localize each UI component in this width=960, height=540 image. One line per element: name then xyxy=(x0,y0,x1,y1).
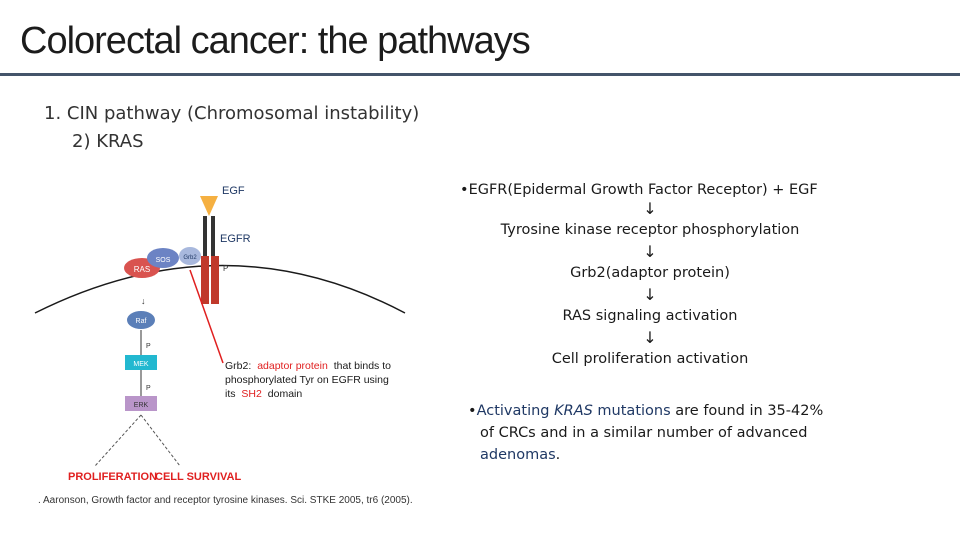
note-activating: Activating xyxy=(476,403,555,419)
note-mutations: mutations xyxy=(592,403,671,419)
flow-bullet: • xyxy=(460,182,469,198)
mek-node xyxy=(125,355,157,370)
egfr-stalk-right xyxy=(211,216,215,281)
outline-list: 1. CIN pathway (Chromosomal instability)… xyxy=(44,100,419,156)
note-end-3: domain xyxy=(268,388,303,400)
cascade-arrow-1: ↓ xyxy=(141,296,146,306)
note-rest-1: that binds to xyxy=(334,360,391,372)
phospho-label-mek: P xyxy=(146,343,151,350)
output-line-survival xyxy=(140,414,181,467)
note-start-3: its xyxy=(225,388,236,400)
flow-arrow-3: ↓ xyxy=(643,285,657,304)
signaling-figure: EGF EGFR RAS SOS Grb2 P ↓ Raf P MEK P ER… xyxy=(30,178,420,513)
flow-step-1-text: EGFR(Epidermal Growth Factor Receptor) +… xyxy=(468,182,818,198)
survival-label: CELL SURVIVAL xyxy=(155,471,241,483)
note-line-3: adenomas. xyxy=(468,444,848,466)
note-line-2: of CRCs and in a similar number of advan… xyxy=(480,425,808,441)
mek-label: MEK xyxy=(133,361,149,368)
note-red-3: SH2 xyxy=(241,388,262,400)
note-red-1: adaptor protein xyxy=(257,360,328,372)
flow-step-5: Cell proliferation activation xyxy=(551,350,749,367)
raf-node xyxy=(127,311,155,329)
grb2-pointer xyxy=(189,269,224,364)
grb2-note-line-2: phosphorylated Tyr on EGFR using xyxy=(225,374,389,386)
phospho-label-erk: P xyxy=(146,385,151,392)
cell-membrane xyxy=(34,264,406,314)
note-prefix: Grb2: xyxy=(225,360,251,372)
flow-arrow-4: ↓ xyxy=(643,328,657,347)
egfr-label: EGFR xyxy=(220,233,251,245)
proliferation-label: PROLIFERATION xyxy=(68,471,157,483)
page-title: Colorectal cancer: the pathways xyxy=(20,20,531,62)
egfr-stalk-left xyxy=(203,216,207,281)
pathway-flow: •EGFR(Epidermal Growth Factor Receptor) … xyxy=(460,182,840,370)
output-line-proliferation xyxy=(94,414,142,467)
phospho-label: P xyxy=(223,264,228,273)
erk-label: ERK xyxy=(134,402,149,409)
grb2-note-line-3: its SH2 domain xyxy=(225,388,302,400)
note-frequency: are found in 35-42% xyxy=(670,403,824,419)
note-kras-gene: KRAS xyxy=(554,403,593,419)
flow-step-2: Tyrosine kinase receptor phosphorylation xyxy=(500,221,800,238)
note-period: . xyxy=(555,447,561,463)
flow-step-3: Grb2(adaptor protein) xyxy=(570,264,730,281)
egfr-kinase-left xyxy=(201,256,209,304)
note-adenomas: adenomas xyxy=(480,447,556,463)
title-divider xyxy=(0,73,960,76)
flow-step-1: •EGFR(Epidermal Growth Factor Receptor) … xyxy=(460,182,840,198)
ras-label: RAS xyxy=(134,265,150,274)
outline-item-kras: 2) KRAS xyxy=(72,131,144,152)
outline-item-cin: 1. CIN pathway (Chromosomal instability) xyxy=(44,103,420,124)
sos-label: SOS xyxy=(156,257,171,264)
flow-step-4: RAS signaling activation xyxy=(562,307,738,324)
egf-ligand xyxy=(200,196,218,216)
kras-mutation-note: •Activating KRAS mutations are found in … xyxy=(468,400,848,466)
grb2-note-line-1: Grb2: adaptor protein that binds to xyxy=(225,360,391,372)
grb2-label: Grb2 xyxy=(183,255,197,261)
flow-arrow-2: ↓ xyxy=(643,242,657,261)
note-bullet: • xyxy=(468,403,477,419)
erk-node xyxy=(125,396,157,411)
flow-arrow-1: ↓ xyxy=(643,199,657,218)
sos-node xyxy=(147,248,179,268)
egfr-kinase-right xyxy=(211,256,219,304)
egf-label: EGF xyxy=(222,185,245,197)
pathway-diagram: EGF EGFR RAS SOS Grb2 P ↓ Raf P MEK P ER… xyxy=(34,185,413,506)
grb2-node xyxy=(179,247,201,265)
raf-label: Raf xyxy=(136,318,147,325)
figure-citation: . Aaronson, Growth factor and receptor t… xyxy=(38,495,413,506)
